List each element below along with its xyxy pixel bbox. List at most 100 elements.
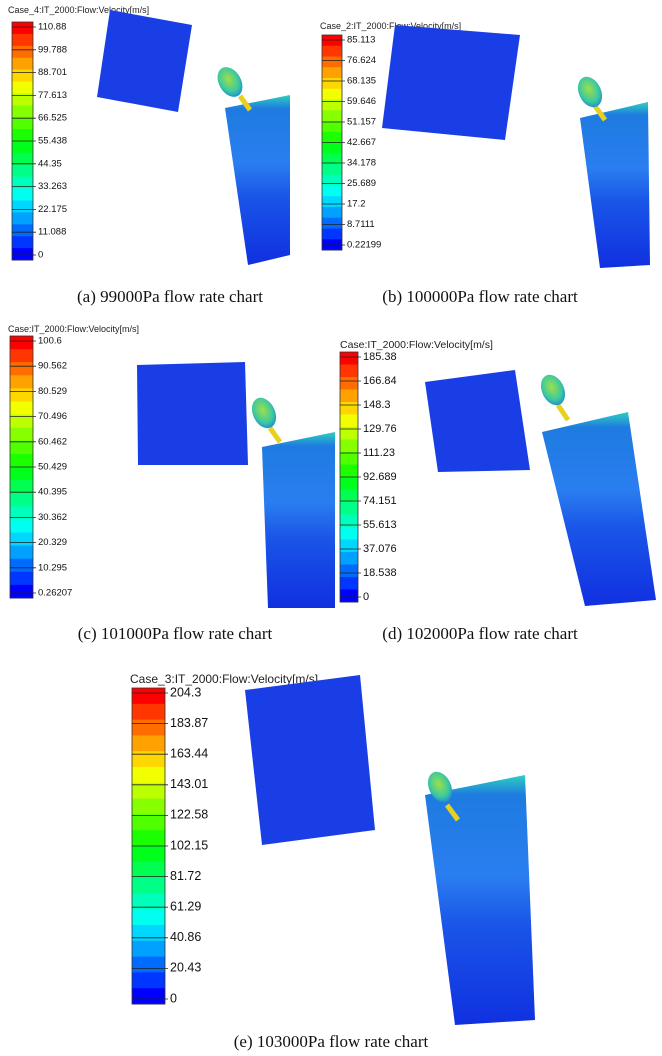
colorbar-band xyxy=(132,972,165,989)
colorbar-label: 11.088 xyxy=(38,227,66,238)
colorbar-band xyxy=(340,477,358,490)
colorbar-band xyxy=(10,336,33,350)
colorbar-band xyxy=(322,164,342,176)
colorbar-band xyxy=(132,861,165,879)
colorbar-band xyxy=(132,767,165,784)
colorbar-label: 55.438 xyxy=(38,136,67,147)
colorbar-band xyxy=(322,35,342,47)
colorbar-label: 8.7111 xyxy=(347,219,375,230)
colorbar-label: 76.624 xyxy=(347,55,376,66)
colorbar-label: 80.529 xyxy=(38,386,67,397)
colorbar-band xyxy=(132,956,165,973)
colorbar-band xyxy=(340,539,358,553)
colorbar-band xyxy=(340,527,358,540)
colorbar-band xyxy=(12,57,33,71)
colorbar-band xyxy=(340,452,358,465)
colorbar-band xyxy=(340,402,358,415)
colorbar-label: 51.157 xyxy=(347,117,376,128)
colorbar-label: 74.151 xyxy=(363,495,397,507)
colorbar-label: 33.263 xyxy=(38,181,67,192)
colorbar-band xyxy=(12,129,33,142)
colorbar-band xyxy=(10,545,33,560)
colorbar-label: 92.689 xyxy=(363,471,397,483)
colorbar-label: 100.6 xyxy=(38,336,62,347)
colorbar-band xyxy=(340,377,358,390)
colorbar-band xyxy=(340,564,358,578)
colorbar-band xyxy=(132,703,165,721)
colorbar-band xyxy=(340,589,358,603)
colorbar-band xyxy=(10,414,33,429)
chamber xyxy=(262,432,335,608)
chamber xyxy=(225,95,290,265)
colorbar-label: 122.58 xyxy=(170,808,208,822)
colorbar-band xyxy=(12,236,33,249)
colorbar-label: 102.15 xyxy=(170,838,208,852)
colorbar-label: 70.496 xyxy=(38,411,67,422)
colorbar-band xyxy=(132,846,165,863)
colorbar-label: 18.538 xyxy=(363,567,397,579)
colorbar-label: 22.175 xyxy=(38,204,67,215)
colorbar-band xyxy=(10,558,33,573)
colorbar-band xyxy=(322,56,342,68)
colorbar-band xyxy=(322,207,342,219)
colorbar-band xyxy=(12,164,33,178)
droplet-stem xyxy=(555,403,571,422)
colorbar-band xyxy=(10,571,33,586)
colorbar-label: 88.701 xyxy=(38,67,67,78)
panel-title: Case_4:IT_2000:Flow:Velocity[m/s] xyxy=(8,5,149,15)
colorbar-label: 81.72 xyxy=(170,869,201,883)
colorbar-band xyxy=(340,389,358,403)
colorbar-band xyxy=(12,176,33,190)
chamber xyxy=(542,412,656,606)
droplet xyxy=(217,67,243,97)
colorbar-label: 25.689 xyxy=(347,178,376,189)
colorbar-label: 17.2 xyxy=(347,199,366,210)
colorbar-band xyxy=(322,196,342,208)
colorbar-label: 50.429 xyxy=(38,462,67,473)
colorbar-label: 204.3 xyxy=(170,685,201,699)
panel-caption: (a) 99000Pa flow rate chart xyxy=(77,287,263,306)
colorbar-band xyxy=(322,88,342,100)
colorbar-band xyxy=(340,502,358,515)
colorbar-band xyxy=(12,45,33,59)
colorbar-band xyxy=(12,212,33,225)
colorbar-label: 99.788 xyxy=(38,44,67,55)
colorbar-band xyxy=(132,830,165,847)
colorbar-band xyxy=(10,467,33,481)
colorbar-band xyxy=(10,506,33,520)
colorbar-label: 0 xyxy=(363,591,369,603)
colorbar-band xyxy=(12,93,33,106)
colorbar-label: 143.01 xyxy=(170,777,208,791)
droplet-stem xyxy=(592,104,608,122)
colorbar-band xyxy=(322,131,342,143)
colorbar-band xyxy=(12,200,33,213)
colorbar-label: 0.22199 xyxy=(347,240,381,251)
colorbar-band xyxy=(10,388,33,402)
colorbar-band xyxy=(322,78,342,90)
colorbar-label: 90.562 xyxy=(38,361,67,372)
colorbar-band xyxy=(132,893,165,910)
colorbar-band xyxy=(132,988,165,1005)
colorbar-label: 10.295 xyxy=(38,562,67,573)
colorbar-band xyxy=(322,110,342,122)
colorbar-band xyxy=(12,33,33,47)
colorbar-label: 40.86 xyxy=(170,930,201,944)
droplet xyxy=(540,374,566,406)
colorbar-band xyxy=(322,99,342,111)
panel-caption: (c) 101000Pa flow rate chart xyxy=(78,624,273,643)
colorbar-label: 20.329 xyxy=(38,537,67,548)
colorbar-band xyxy=(10,440,33,455)
colorbar-band xyxy=(10,584,33,599)
panel-title: Case:IT_2000:Flow:Velocity[m/s] xyxy=(8,324,139,334)
colorbar-label: 183.87 xyxy=(170,716,208,730)
colorbar-band xyxy=(132,719,165,736)
colorbar-band xyxy=(10,453,33,468)
colorbar-band xyxy=(340,439,358,453)
colorbar-label: 55.613 xyxy=(363,519,397,531)
colorbar-label: 44.35 xyxy=(38,158,62,169)
colorbar-band xyxy=(12,188,33,201)
colorbar-band xyxy=(340,427,358,440)
colorbar-band xyxy=(132,751,165,768)
inlet-block xyxy=(382,25,520,140)
